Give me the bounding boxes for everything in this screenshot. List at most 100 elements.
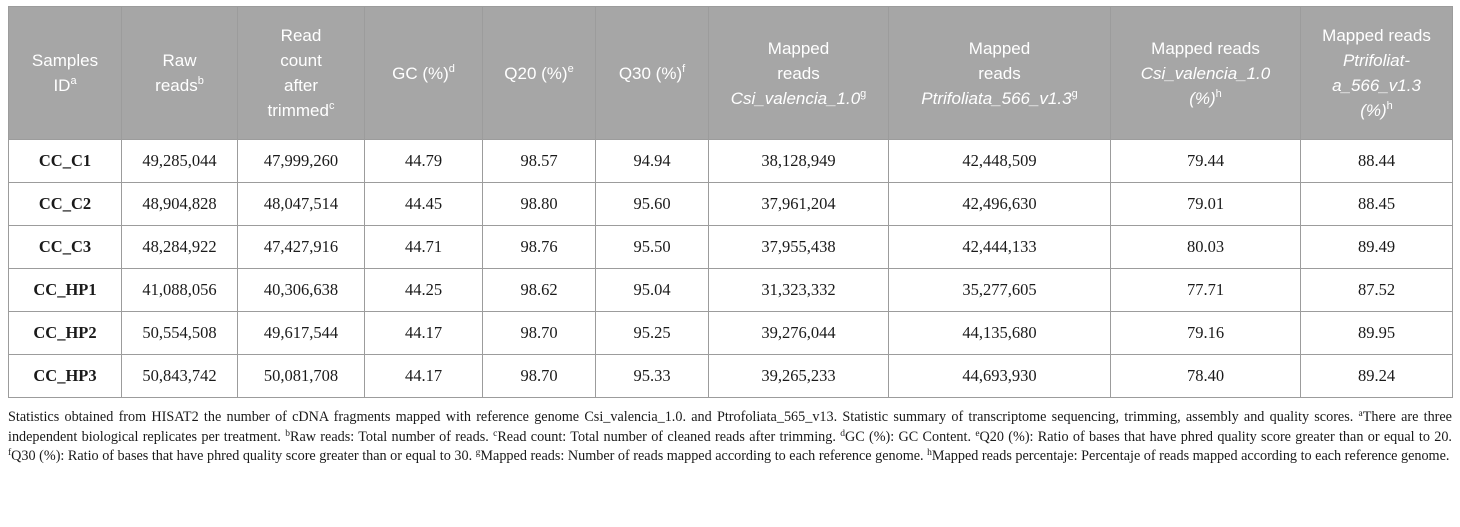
column-header-text: (%) [1189, 88, 1216, 108]
column-header-text: Q20 (%) [504, 63, 568, 83]
table-cell: 44.17 [364, 354, 483, 398]
column-header-text: Mapped reads [1322, 26, 1431, 45]
table-cell: 89.24 [1300, 354, 1453, 398]
table-cell: 42,496,630 [888, 182, 1111, 226]
column-header-text: Read [280, 26, 322, 45]
footnote-marker: f [8, 448, 12, 458]
sample-id-cell: CC_C1 [8, 139, 122, 183]
column-header-text: a_566_v1.3 [1332, 76, 1421, 95]
table-cell: 37,955,438 [708, 225, 889, 269]
footnote-marker: a [70, 75, 77, 87]
footnote-marker: h [927, 448, 932, 458]
table-cell: 47,999,260 [237, 139, 365, 183]
table-cell: 48,284,922 [121, 225, 238, 269]
table-cell: 38,128,949 [708, 139, 889, 183]
table-cell: 89.95 [1300, 311, 1453, 355]
table-body: CC_C1 49,285,044 47,999,260 44.79 98.57 94.94… [8, 139, 1453, 398]
table-footnote: Statistics obtained from HISAT2 the numb… [8, 408, 1452, 467]
footnote-item: Q20 (%): Ratio of bases that have phred … [979, 428, 1452, 445]
column-header: Mapped reads Csi_valencia_1.0g [708, 6, 889, 140]
footnote-marker: g [475, 448, 481, 458]
column-header-text: GC (%) [392, 63, 449, 83]
table-cell: 48,904,828 [121, 182, 238, 226]
column-header-text: after [283, 76, 319, 95]
table-cell: 50,081,708 [237, 354, 365, 398]
table-cell: 95.25 [595, 311, 709, 355]
table-cell: 41,088,056 [121, 268, 238, 312]
table-cell: 95.04 [595, 268, 709, 312]
table-cell: 78.40 [1110, 354, 1301, 398]
table-cell: 88.44 [1300, 139, 1453, 183]
table-row: CC_C2 48,904,828 48,047,514 44.45 98.80 95.60… [8, 182, 1453, 226]
table-cell: 35,277,605 [888, 268, 1111, 312]
footnote-marker: c [493, 428, 498, 439]
column-header: Q30 (%)f [595, 6, 709, 140]
footnote-marker: e [567, 62, 574, 75]
table-cell: 44.71 [364, 225, 483, 269]
column-header-text: Q30 (%) [618, 63, 683, 83]
column-header-text: trimmed [267, 101, 329, 120]
column-header: GC (%)d [364, 6, 483, 140]
column-header-text: ID [53, 76, 71, 95]
sample-id-cell: CC_C3 [8, 225, 122, 269]
table-cell: 44.25 [364, 268, 483, 312]
table-cell: 42,448,509 [888, 139, 1111, 183]
footnote-item: Q30 (%): Ratio of bases that have phred … [11, 448, 476, 464]
table-cell: 39,265,233 [708, 354, 889, 398]
table-cell: 98.57 [482, 139, 596, 183]
table-cell: 44,135,680 [888, 311, 1111, 355]
footnote-marker: b [197, 75, 204, 87]
table-cell: 95.60 [595, 182, 709, 226]
table-cell: 95.33 [595, 354, 709, 398]
column-header: Samples IDa [8, 6, 122, 140]
column-header: Mapped reads Ptrifoliat-a_566_v1.3 (%)h [1300, 6, 1453, 140]
column-header-text: reads [978, 63, 1021, 83]
table-cell: 48,047,514 [237, 182, 365, 226]
table-cell: 42,444,133 [888, 225, 1111, 269]
table-cell: 44.17 [364, 311, 483, 355]
footnote-marker: h [1386, 100, 1393, 112]
statistics-table: Samples IDa Raw readsb Read count after trimmed… [8, 6, 1453, 398]
table-cell: 89.49 [1300, 225, 1453, 269]
table-cell: 98.62 [482, 268, 596, 312]
footnote-marker: f [682, 62, 686, 75]
footnote-item: Read count: Total number of cleaned read… [497, 428, 841, 445]
table-cell: 31,323,332 [708, 268, 889, 312]
table-cell: 50,554,508 [121, 311, 238, 355]
sample-id-cell: CC_C2 [8, 182, 122, 226]
table-cell: 98.70 [482, 354, 596, 398]
column-header-text: reads [777, 63, 820, 83]
column-header: Mapped reads Ptrifoliata_566_v1.3g [888, 6, 1111, 140]
table-cell: 44.45 [364, 182, 483, 226]
table-cell: 39,276,044 [708, 311, 889, 355]
column-header: Read count after trimmedc [237, 6, 365, 140]
table-cell: 49,617,544 [237, 311, 365, 355]
table-row: CC_HP3 50,843,742 50,081,708 44.17 98.70 95.3… [8, 354, 1453, 398]
table-header-row: Samples IDa Raw readsb Read count after trimmed… [8, 6, 1453, 140]
table-cell: 79.44 [1110, 139, 1301, 183]
table-cell: 47,427,916 [237, 225, 365, 269]
table-cell: 80.03 [1110, 225, 1301, 269]
sample-id-cell: CC_HP1 [8, 268, 122, 312]
footnote-marker: d [840, 428, 845, 439]
table-cell: 88.45 [1300, 182, 1453, 226]
column-header-text: Mapped [968, 38, 1031, 58]
column-header-text: Ptrifoliat- [1342, 51, 1411, 70]
table-cell: 79.01 [1110, 182, 1301, 226]
table-cell: 94.94 [595, 139, 709, 183]
table-cell: 98.80 [482, 182, 596, 226]
table-cell: 98.70 [482, 311, 596, 355]
column-header-text: Csi_valencia_1.0 [730, 88, 861, 108]
column-header: Mapped reads Csi_valencia_1.0 (%)h [1110, 6, 1301, 140]
column-header-text: count [280, 51, 322, 70]
table-row: CC_C3 48,284,922 47,427,916 44.71 98.76 95.50… [8, 225, 1453, 269]
footnote-marker: c [328, 100, 335, 112]
footnote-marker: h [1215, 87, 1222, 100]
column-header-text: Mapped reads [1151, 38, 1260, 58]
table-cell: 79.16 [1110, 311, 1301, 355]
footnote-item: Raw reads: Total number of reads. [289, 428, 494, 445]
sample-id-cell: CC_HP2 [8, 311, 122, 355]
table-row: CC_HP1 41,088,056 40,306,638 44.25 98.62 95.0… [8, 268, 1453, 312]
column-header-text: Ptrifoliata_566_v1.3 [921, 88, 1072, 108]
table-cell: 44,693,930 [888, 354, 1111, 398]
